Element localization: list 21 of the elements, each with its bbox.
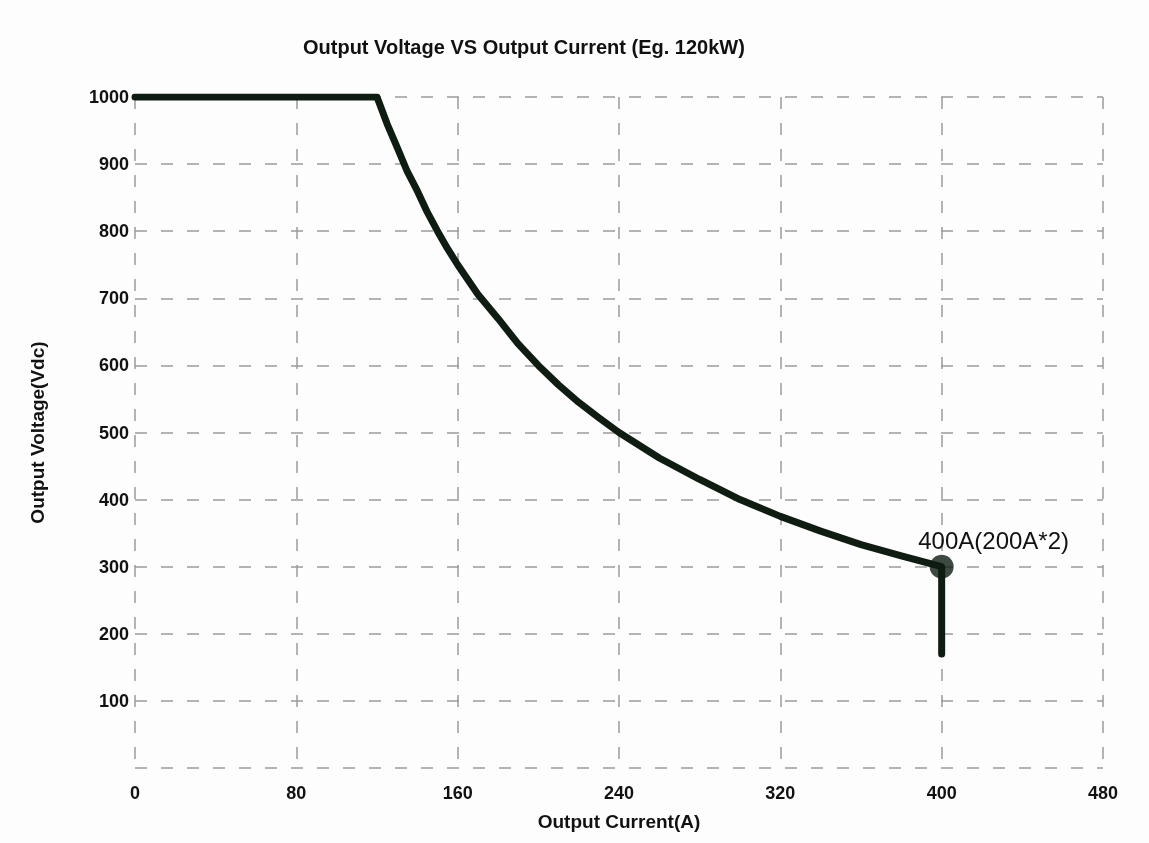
x-tick-label: 80 <box>286 783 307 803</box>
y-tick-label: 800 <box>98 221 129 242</box>
annotation: 400A(200A*2) <box>918 527 1070 555</box>
y-tick-label: 100 <box>98 690 129 711</box>
y-tick-label: 900 <box>98 154 129 175</box>
x-tick-label: 400 <box>926 783 957 803</box>
y-axis-title: Output Voltage(Vdc) <box>27 341 48 524</box>
chart-title: Output Voltage VS Output Current (Eg. 120kW) <box>303 36 745 58</box>
x-tick-label: 320 <box>765 783 796 803</box>
x-tick-label: 0 <box>129 783 141 803</box>
y-tick-label: 500 <box>98 422 129 443</box>
y-tick-label: 700 <box>98 288 129 309</box>
x-tick-label: 480 <box>1087 783 1119 803</box>
y-tick-label: 200 <box>98 623 129 644</box>
y-tick-label: 1000 <box>88 87 129 107</box>
y-tick-label: 400 <box>98 489 129 510</box>
x-tick-label: 240 <box>603 783 635 803</box>
y-tick-label: 300 <box>98 556 129 577</box>
x-axis-title: Output Current(A) <box>537 811 701 832</box>
x-tick-label: 160 <box>442 783 473 803</box>
y-tick-label: 600 <box>98 355 129 376</box>
